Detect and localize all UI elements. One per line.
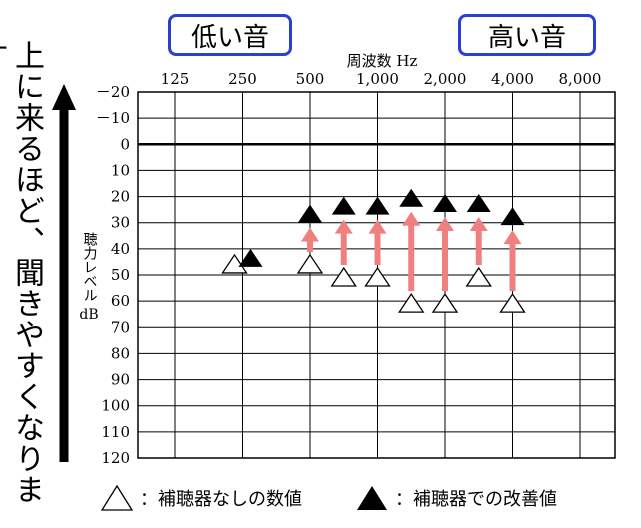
improvement-arrowhead bbox=[436, 217, 454, 232]
y-tick-label: 120 bbox=[101, 449, 130, 467]
improvement-arrowhead bbox=[402, 211, 421, 226]
filled-triangle-icon bbox=[357, 486, 387, 510]
y-tick-label: 110 bbox=[101, 423, 130, 441]
legend-open-text: ：補聴器なしの数値 bbox=[140, 489, 302, 510]
y-tick-label: 50 bbox=[111, 266, 130, 284]
x-tick-labels: 125 250 500 1,000 2,000 4,000 8,000 bbox=[161, 70, 602, 88]
filled-triangle-point bbox=[466, 194, 491, 213]
y-tick-labels: －20 －10 0 10 20 30 40 50 60 70 80 90 100 110 120 bbox=[96, 83, 130, 467]
filled-triangle-point bbox=[298, 204, 322, 223]
y-axis-unit: dB bbox=[79, 307, 99, 323]
side-explanation: 上に来るほど、聞きやすくなります bbox=[0, 40, 44, 505]
legend: ：補聴器なしの数値 ：補聴器での改善値 bbox=[0, 478, 641, 518]
y-tick-label: 0 bbox=[120, 135, 130, 153]
filled-triangle-point bbox=[399, 188, 424, 207]
y-tick-label: 80 bbox=[111, 344, 130, 362]
x-tick-label: 500 bbox=[296, 70, 325, 88]
open-triangle-point bbox=[465, 266, 492, 287]
filled-triangle-point bbox=[433, 194, 457, 213]
y-tick-label: －20 bbox=[96, 83, 130, 101]
low-sound-text: 低い音 bbox=[190, 22, 269, 53]
open-triangle-point bbox=[330, 266, 357, 287]
improvement-arrowhead bbox=[469, 217, 488, 232]
filled-triangle-point bbox=[238, 248, 263, 267]
x-tick-label: 8,000 bbox=[559, 70, 602, 88]
improvement-arrowhead bbox=[503, 230, 522, 245]
x-tick-label: 1,000 bbox=[356, 70, 399, 88]
improvement-arrowhead bbox=[334, 219, 353, 234]
open-triangle-point bbox=[398, 292, 425, 313]
improvement-arrows bbox=[301, 211, 522, 292]
x-tick-label: 125 bbox=[161, 70, 190, 88]
x-tick-label: 250 bbox=[228, 70, 257, 88]
y-tick-label: 90 bbox=[111, 371, 130, 389]
legend-item-filled: ：補聴器での改善値 bbox=[355, 484, 557, 512]
filled-triangle-point bbox=[365, 196, 390, 215]
filled-triangle-point bbox=[331, 196, 356, 215]
y-tick-label: 60 bbox=[111, 292, 130, 310]
y-tick-label: 20 bbox=[111, 188, 130, 206]
x-tick-label: 4,000 bbox=[491, 70, 534, 88]
low-sound-label: 低い音 bbox=[168, 14, 292, 56]
y-tick-label: 40 bbox=[111, 240, 130, 258]
y-tick-label: 30 bbox=[111, 214, 130, 232]
open-triangle-point bbox=[364, 266, 391, 287]
data-markers bbox=[221, 188, 526, 313]
y-axis-label-text: 聴力レベル bbox=[81, 232, 98, 302]
legend-item-open: ：補聴器なしの数値 bbox=[100, 484, 302, 512]
direction-arrow-head bbox=[52, 84, 76, 110]
open-triangle-icon bbox=[100, 484, 134, 511]
x-tick-label: 2,000 bbox=[424, 70, 467, 88]
y-tick-label: －10 bbox=[96, 109, 130, 127]
open-triangle-point bbox=[221, 253, 248, 274]
filled-triangle-point bbox=[500, 207, 525, 226]
frequency-axis-label: 周波数 Hz bbox=[347, 52, 418, 70]
legend-filled-text: ：補聴器での改善値 bbox=[395, 489, 557, 510]
high-sound-text: 高い音 bbox=[487, 22, 566, 53]
y-axis-label: 聴力レベル dB bbox=[76, 232, 102, 324]
open-triangle-point bbox=[431, 292, 459, 313]
open-triangle-point bbox=[499, 292, 526, 313]
audiogram-chart: 周波数 Hz 125 250 500 1,000 2,000 4,000 8,000 －20… bbox=[52, 52, 616, 467]
y-tick-label: 70 bbox=[111, 318, 130, 336]
improvement-arrowhead bbox=[301, 227, 319, 242]
high-sound-label: 高い音 bbox=[458, 14, 596, 56]
open-triangle-point bbox=[296, 253, 324, 274]
chart-grid bbox=[137, 91, 616, 459]
y-tick-label: 10 bbox=[111, 161, 130, 179]
y-tick-label: 100 bbox=[101, 397, 130, 415]
improvement-arrowhead bbox=[368, 219, 387, 234]
